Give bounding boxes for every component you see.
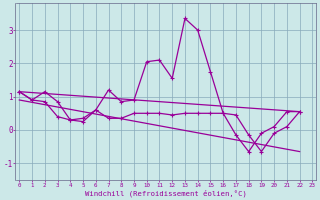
X-axis label: Windchill (Refroidissement éolien,°C): Windchill (Refroidissement éolien,°C) <box>85 189 247 197</box>
